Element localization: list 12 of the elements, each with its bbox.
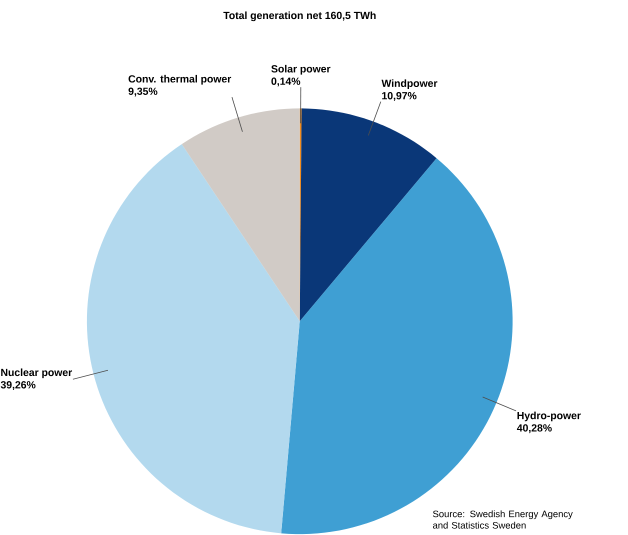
slice-label: Windpower (382, 79, 438, 89)
data-label: 10,97% (382, 92, 417, 101)
chart-title: Total generation net 160,5 TWh (223, 11, 376, 22)
data-label: 39,26% (0, 381, 36, 390)
slice-label: Hydro-power (517, 412, 581, 422)
slice-label: Solar power (271, 64, 330, 75)
slice-label: Conv. thermal power (128, 74, 232, 85)
data-label: 40,28% (516, 424, 552, 434)
data-label: 9,35% (128, 88, 158, 96)
data-label: 0,14% (271, 77, 300, 86)
source-note: Source: Swedish Energy Agency and Statistics Sweden (432, 510, 573, 529)
slice-label: Nuclear power (1, 368, 72, 378)
